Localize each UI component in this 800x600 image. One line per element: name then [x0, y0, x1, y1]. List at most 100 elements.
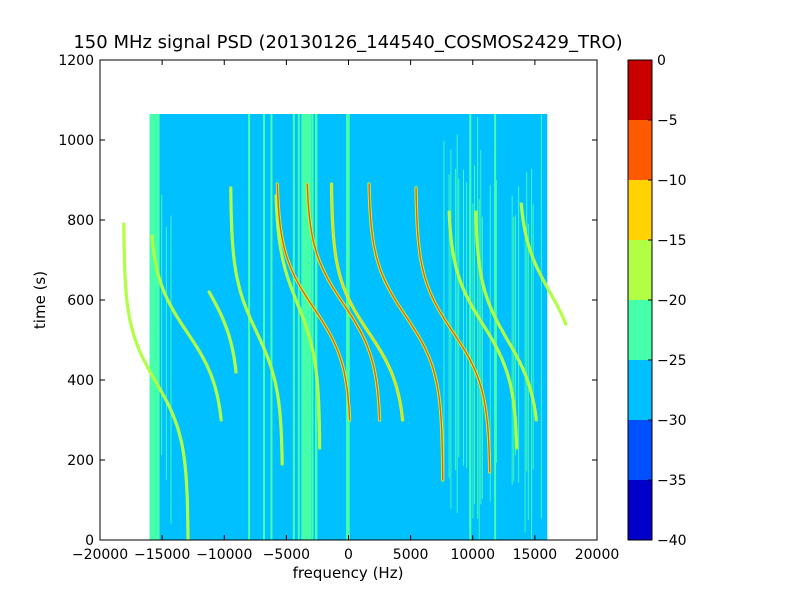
colorbar-tick-label: 0 [657, 53, 666, 69]
spectral-line [292, 114, 295, 540]
y-tick-label: 0 [85, 533, 94, 549]
noise-streak [518, 186, 520, 483]
doppler-track [519, 202, 568, 326]
colorbar-band [628, 360, 652, 420]
noise-band [161, 194, 172, 524]
y-tick-label: 1200 [58, 53, 94, 69]
track-core [520, 203, 567, 325]
y-tick-label: 600 [67, 293, 94, 309]
doppler-track [305, 182, 382, 422]
x-tick-label: −15000 [134, 547, 190, 563]
colorbar-tick-label: −35 [657, 473, 687, 489]
noise-streak [170, 215, 172, 524]
noise-streak [443, 140, 445, 473]
doppler-track [150, 234, 223, 422]
spectral-line [248, 114, 251, 540]
doppler-track [274, 194, 322, 450]
y-tick-label: 200 [67, 453, 94, 469]
x-tick-label: 0 [344, 547, 353, 563]
x-tick-label: −10000 [196, 547, 252, 563]
x-tick-label: 10000 [450, 547, 495, 563]
noise-streak [473, 165, 475, 505]
colorbar-tick-label: −25 [657, 353, 687, 369]
track-core [415, 187, 491, 473]
x-axis-label: frequency (Hz) [293, 564, 404, 582]
y-axis-label: time (s) [31, 271, 49, 329]
colorbar-band [628, 60, 652, 120]
doppler-track [367, 182, 445, 482]
track-core [330, 183, 404, 421]
noise-streak [481, 216, 483, 500]
colorbar-tick-label: −40 [657, 533, 687, 549]
noise-streak [455, 168, 457, 471]
doppler-track [122, 222, 190, 540]
y-tick-label: 800 [67, 213, 94, 229]
x-axis: −20000 −15000 −10000 −5000 0 5000 10000 15000 20… [72, 60, 619, 563]
track-core [275, 195, 321, 449]
noise-streak [478, 199, 480, 540]
colorbar-tick-label: −20 [657, 293, 687, 309]
noise-streak [456, 134, 458, 513]
track-core [151, 235, 222, 421]
track-core [475, 211, 537, 421]
plot-area [99, 59, 598, 541]
track-core [276, 183, 351, 421]
noise-streak [489, 184, 491, 502]
noise-streak [472, 203, 474, 519]
noise-streak [511, 195, 513, 485]
track-core [368, 183, 444, 481]
track-core [448, 211, 518, 449]
x-tick-label: 20000 [575, 547, 620, 563]
doppler-track [414, 186, 492, 474]
spectral-line [469, 114, 472, 540]
noise-streak [540, 114, 542, 519]
doppler-track [329, 182, 405, 422]
y-axis: 0 200 400 600 800 1000 1200 [58, 53, 597, 549]
x-tick-label: −20000 [72, 547, 128, 563]
noise-band [346, 114, 350, 540]
colorbar-tick-label: −30 [657, 413, 687, 429]
track-core [230, 187, 283, 465]
noise-streak [462, 169, 464, 466]
colorbar-band [628, 300, 652, 360]
doppler-track [207, 290, 238, 374]
spectral-line [270, 114, 273, 540]
noise-streak [526, 171, 528, 472]
chart-title: 150 MHz signal PSD (20130126_144540_COSM… [73, 32, 622, 53]
doppler-track [275, 182, 352, 422]
spectral-line [263, 114, 266, 540]
colorbar-band [628, 120, 652, 180]
x-tick-label: −5000 [263, 547, 310, 563]
doppler-track [229, 186, 284, 466]
track-core [208, 291, 237, 373]
heatmap [122, 114, 568, 540]
y-tick-label: 1000 [58, 133, 94, 149]
noise-streak [514, 215, 516, 456]
y-tick-label: 400 [67, 373, 94, 389]
doppler-track [447, 210, 519, 450]
noise-streak [161, 194, 163, 456]
colorbar-tick-label: −10 [657, 173, 687, 189]
x-tick-label: 5000 [393, 547, 429, 563]
colorbar-tick-label: −5 [657, 113, 678, 129]
x-tick-label: 15000 [513, 547, 558, 563]
doppler-track [474, 210, 538, 422]
track-core [123, 223, 189, 540]
spectral-line [297, 114, 300, 540]
spectral-line [311, 114, 314, 540]
colorbar-band [628, 180, 652, 240]
noise-streak [524, 233, 526, 533]
noise-band [314, 114, 318, 540]
noise-streak [527, 224, 529, 521]
colorbar: 0 −5 −10 −15 −20 −25 −30 −35 −40 [627, 53, 687, 549]
noise-streak [458, 178, 460, 458]
noise-band [149, 114, 160, 540]
colorbar-tick-label: −15 [657, 233, 687, 249]
colorbar-band [628, 420, 652, 480]
noise-streak [480, 149, 482, 505]
colorbar-band [628, 480, 652, 540]
noise-streak [165, 226, 167, 480]
track-core [306, 183, 381, 421]
noise-streak [531, 168, 533, 540]
